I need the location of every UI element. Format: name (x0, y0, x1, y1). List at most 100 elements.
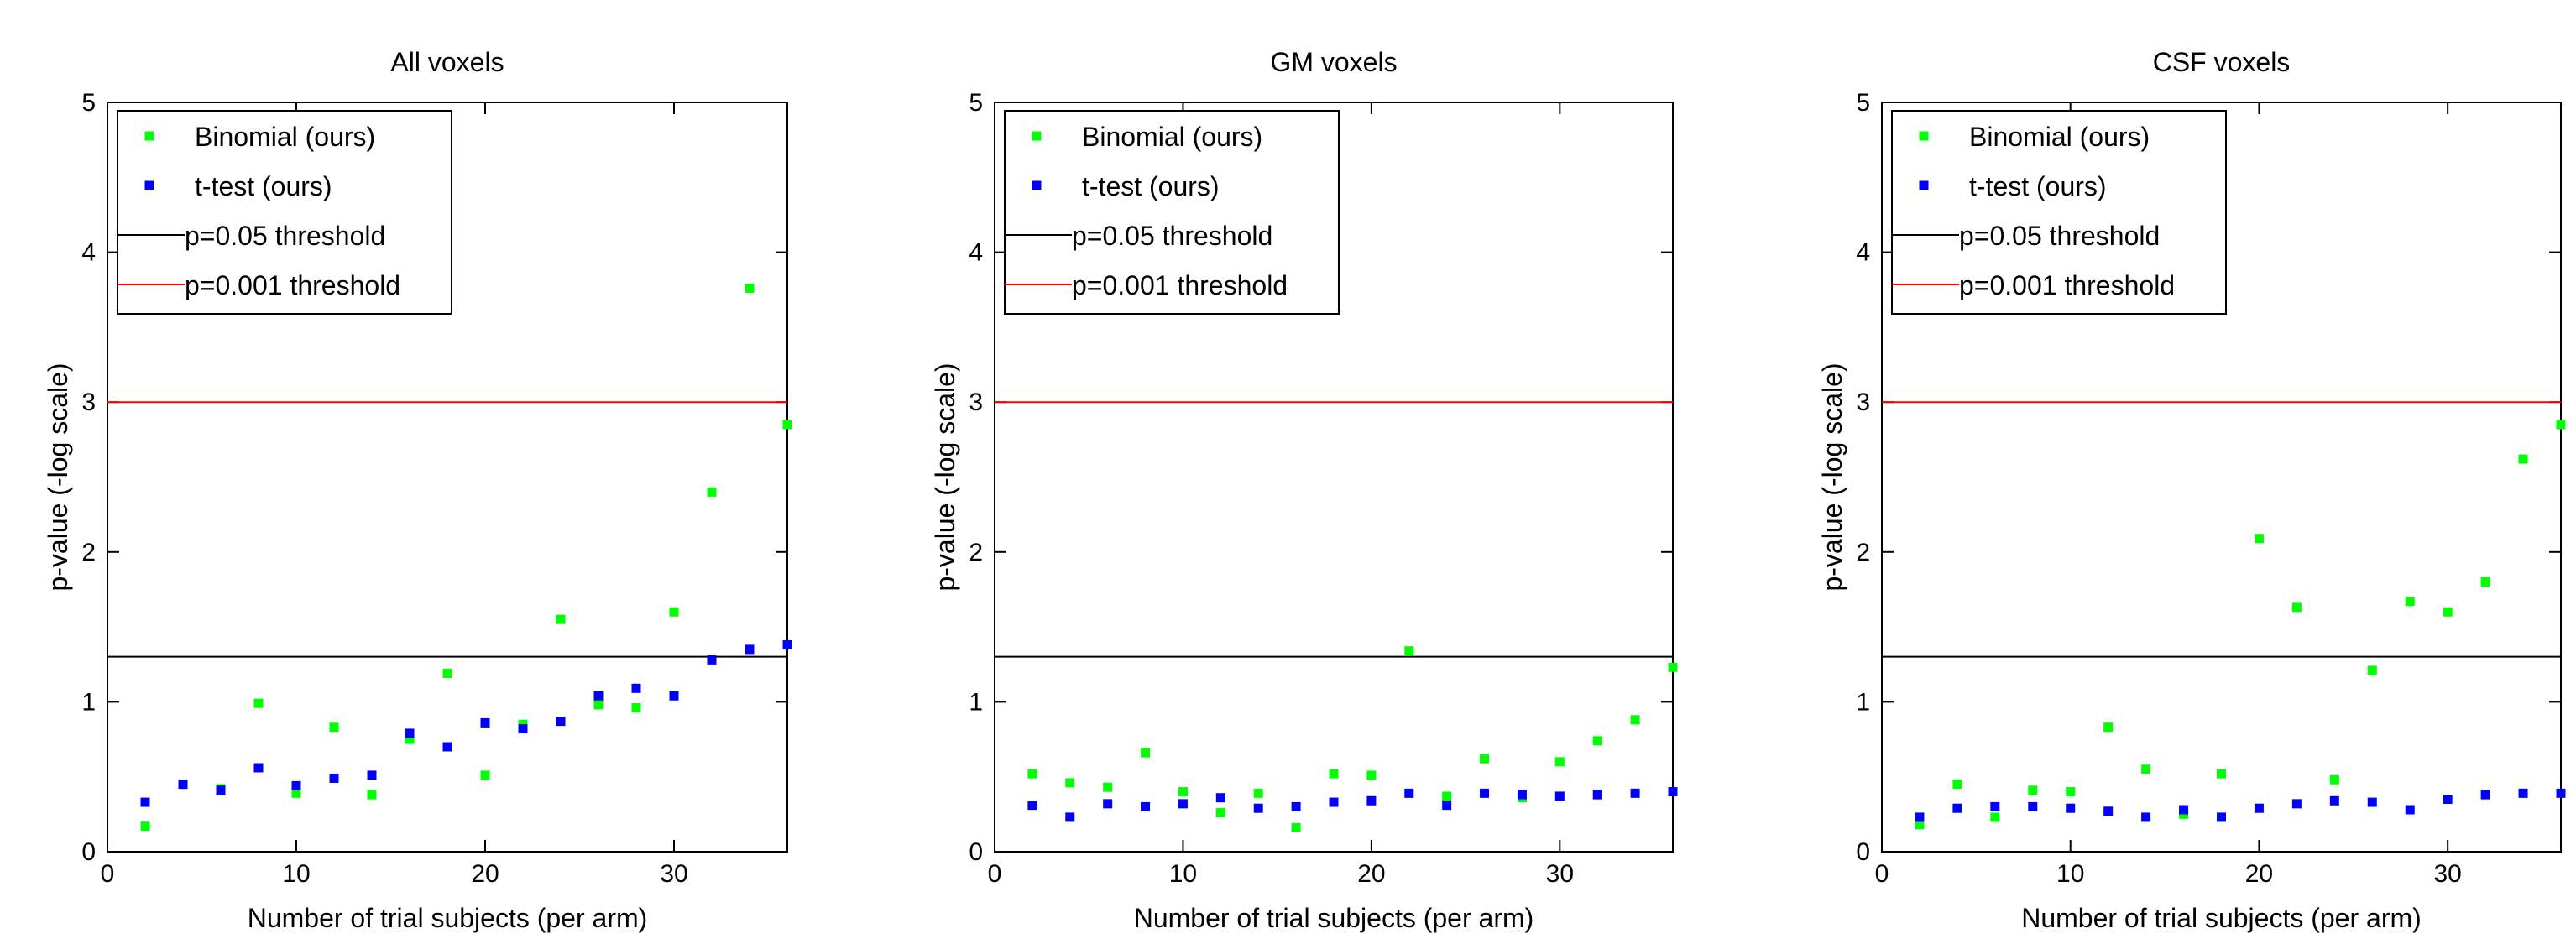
binomial-point (1103, 782, 1113, 792)
binomial-point (2405, 597, 2415, 607)
ttest-point (405, 728, 415, 738)
ttest-point (1215, 793, 1225, 803)
y-tick-label: 5 (969, 89, 983, 117)
x-tick-label: 0 (101, 860, 115, 888)
ttest-point (1668, 787, 1678, 797)
legend: Binomial (ours) t-test (ours) p=0.05 thres… (117, 110, 452, 315)
binomial-point (1215, 808, 1225, 818)
ttest-point (1178, 799, 1188, 809)
x-tick-label: 20 (2245, 860, 2273, 888)
ttest-point (2329, 795, 2339, 806)
ttest-point (2405, 805, 2415, 815)
binomial-point (1630, 715, 1640, 725)
y-axis-label: p-value (-log scale) (1817, 362, 1847, 591)
y-tick-label: 2 (1856, 539, 1870, 566)
y-tick-label: 0 (81, 838, 96, 866)
ttest-point (2443, 794, 2453, 804)
binomial-point (329, 722, 339, 733)
binomial-point (1291, 822, 1301, 832)
binomial-point (2066, 787, 2076, 797)
binomial-point (1404, 646, 1414, 656)
binomial-point (1141, 748, 1151, 758)
binomial-point (140, 821, 150, 832)
ttest-point (2066, 803, 2076, 813)
ttest-point (1630, 788, 1640, 798)
ttest-point (1141, 801, 1151, 811)
ttest-point (2254, 803, 2264, 813)
chart-panel: GM voxels 0 10 20 30 0 1 2 3 4 5 Number of trial su… (930, 47, 1678, 933)
y-tick-label: 3 (1856, 389, 1870, 416)
ttest-point (2179, 805, 2189, 815)
y-tick-label: 4 (1856, 239, 1870, 267)
binomial-point (2443, 607, 2453, 617)
legend-label: Binomial (ours) (1082, 122, 1262, 152)
y-tick-label: 1 (969, 688, 983, 716)
ttest-point (2217, 812, 2226, 822)
x-tick-label: 20 (1357, 860, 1385, 888)
binomial-point (1915, 820, 1925, 830)
ttest-point (1329, 797, 1339, 807)
binomial-point (253, 698, 264, 708)
binomial-point (2556, 420, 2566, 430)
y-tick-label: 4 (81, 239, 96, 267)
binomial-point (1178, 787, 1188, 797)
legend-ttest-marker (1032, 180, 1042, 190)
ttest-point (1517, 790, 1527, 800)
legend-binomial-marker (1919, 131, 1929, 141)
binomial-point (2329, 774, 2339, 785)
ttest-point (1291, 801, 1301, 811)
legend-label: p=0.001 threshold (1959, 270, 2175, 300)
legend-label: p=0.001 threshold (185, 270, 400, 300)
x-axis-label: Number of trial subjects (per arm) (2021, 903, 2422, 933)
chart-panel: All voxels 0 10 20 30 0 1 2 3 4 5 Number of trial s… (43, 47, 792, 933)
binomial-point (1952, 780, 1962, 790)
binomial-point (480, 770, 490, 780)
ttest-point (1592, 790, 1602, 800)
ttest-point (2518, 788, 2528, 798)
chart-title: GM voxels (1270, 47, 1397, 77)
legend-label: Binomial (ours) (195, 122, 375, 152)
chart-panel: CSF voxels 0 10 20 30 0 1 2 3 4 5 Number of trial s… (1817, 47, 2566, 933)
x-axis-label: Number of trial subjects (per arm) (248, 903, 648, 933)
legend-label: t-test (ours) (1082, 171, 1220, 201)
ttest-point (216, 785, 226, 795)
binomial-point (2518, 454, 2528, 464)
ttest-point (782, 640, 792, 650)
binomial-point (2367, 665, 2377, 675)
ttest-point (367, 770, 377, 780)
binomial-point (1253, 788, 1263, 798)
binomial-point (1480, 754, 1490, 764)
y-tick-label: 2 (81, 539, 96, 566)
x-tick-label: 0 (1875, 860, 1889, 888)
legend-label: p=0.05 threshold (1959, 221, 2160, 251)
x-tick-label: 20 (471, 860, 499, 888)
binomial-point (782, 420, 792, 430)
legend-binomial-marker (144, 131, 154, 141)
ttest-point (1027, 801, 1037, 811)
binomial-point (745, 283, 755, 293)
ttest-point (1065, 812, 1075, 822)
ttest-point (2141, 812, 2151, 822)
binomial-point (669, 607, 679, 617)
binomial-point (367, 790, 377, 800)
ttest-point (1366, 795, 1377, 806)
binomial-point (1329, 769, 1339, 779)
chart-title: All voxels (390, 47, 504, 77)
legend-box (1891, 110, 2227, 315)
ttest-point (2028, 801, 2038, 811)
y-tick-label: 5 (1856, 89, 1870, 117)
binomial-point (556, 614, 566, 624)
plot-frame (994, 102, 1674, 853)
binomial-point (1065, 778, 1075, 788)
x-tick-label: 30 (2433, 860, 2461, 888)
x-tick-label: 10 (282, 860, 310, 888)
ttest-point (480, 717, 490, 728)
legend-binomial-marker (1032, 131, 1042, 141)
x-tick-label: 30 (660, 860, 687, 888)
ttest-point (1404, 788, 1414, 798)
y-tick-label: 5 (81, 89, 96, 117)
ttest-point (2291, 799, 2302, 809)
binomial-point (291, 788, 301, 798)
y-tick-label: 2 (969, 539, 983, 566)
ttest-point (1253, 803, 1263, 813)
